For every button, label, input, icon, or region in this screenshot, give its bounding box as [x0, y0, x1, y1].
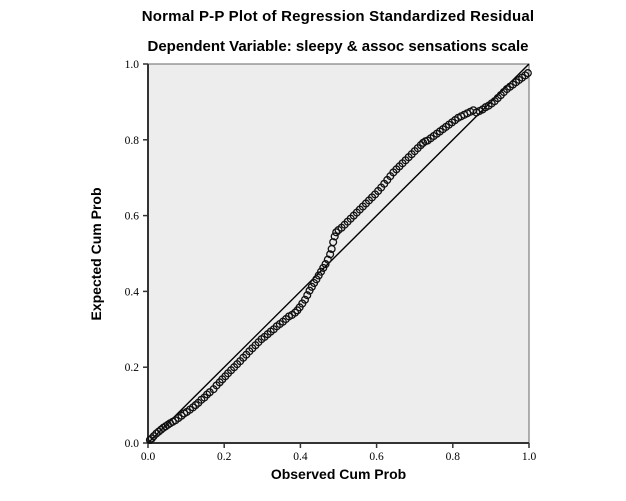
data-point — [332, 228, 341, 237]
data-point — [300, 295, 310, 304]
data-point — [329, 238, 338, 247]
chart-header: Normal P-P Plot of Regression Standardiz… — [50, 8, 626, 55]
data-point — [321, 260, 330, 269]
data-point — [149, 432, 158, 441]
y-tick-label: 0.2 — [125, 362, 140, 374]
x-tick-label: 0.6 — [369, 451, 384, 463]
y-tick-label: 0.4 — [125, 286, 140, 298]
x-tick-label: 0.8 — [446, 451, 461, 463]
reference-line — [147, 63, 530, 444]
y-tick-label: 0.0 — [125, 438, 140, 450]
chart-subtitle: Dependent Variable: sleepy & assoc sensa… — [147, 38, 529, 55]
data-point — [147, 434, 156, 443]
chart-title: Normal P-P Plot of Regression Standardiz… — [141, 8, 535, 25]
data-point — [326, 250, 335, 259]
x-tick-label: 0.2 — [217, 451, 232, 463]
y-tick-label: 0.8 — [125, 135, 140, 147]
data-point — [303, 291, 312, 300]
data-point — [291, 308, 300, 317]
data-point — [330, 232, 339, 241]
data-point — [523, 69, 532, 78]
x-axis-label: Observed Cum Prob — [270, 466, 407, 482]
y-tick-label: 1.0 — [125, 59, 140, 71]
x-tick-label: 0.0 — [141, 451, 156, 463]
x-tick-label: 1.0 — [522, 451, 537, 463]
y-tick-label: 0.6 — [125, 211, 140, 223]
x-tick-label: 0.4 — [293, 451, 308, 463]
